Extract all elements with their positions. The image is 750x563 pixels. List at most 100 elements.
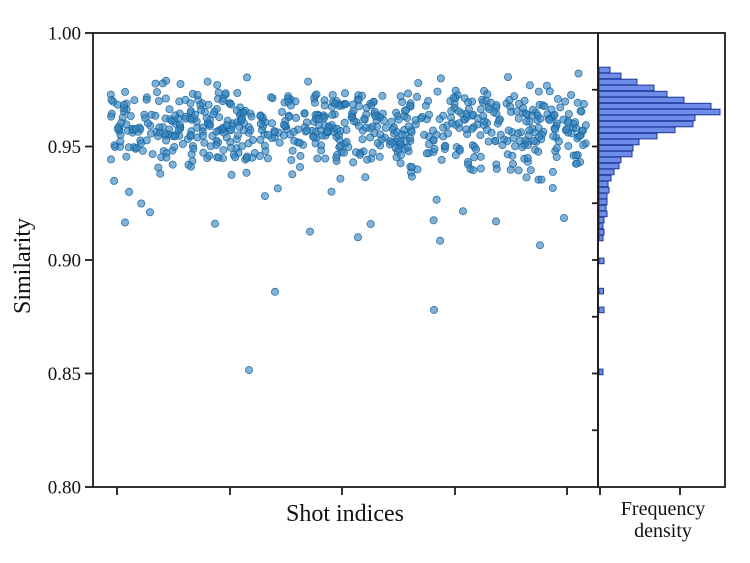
scatter-point — [523, 153, 532, 162]
scatter-point — [161, 94, 170, 103]
scatter-point — [476, 131, 485, 140]
scatter-point — [486, 98, 495, 107]
scatter-point — [548, 167, 557, 176]
scatter-point — [485, 105, 494, 114]
scatter-point — [248, 153, 257, 162]
scatter-point — [379, 116, 388, 125]
hist-bar — [598, 120, 694, 128]
scatter-point — [508, 151, 517, 160]
scatter-point — [555, 137, 564, 146]
scatter-point — [248, 135, 257, 144]
scatter-point — [151, 111, 160, 120]
scatter-point — [361, 173, 370, 182]
scatter-point — [205, 120, 214, 129]
hist-bar — [598, 216, 605, 224]
scatter-point — [214, 153, 223, 162]
scatter-point — [141, 114, 150, 123]
scatter-point — [137, 199, 146, 208]
scatter-point — [160, 129, 169, 138]
scatter-point — [168, 160, 177, 169]
scatter-point — [333, 124, 342, 133]
scatter-point — [327, 187, 336, 196]
scatter-point — [300, 109, 309, 118]
scatter-point — [525, 81, 534, 90]
scatter-point — [210, 219, 219, 228]
scatter-point — [304, 77, 313, 86]
scatter-point — [412, 92, 421, 101]
scatter-point — [476, 164, 485, 173]
scatter-point — [270, 128, 279, 137]
scatter-point — [484, 137, 493, 146]
scatter-point — [279, 121, 288, 130]
scatter-point — [387, 117, 396, 126]
scatter-point — [142, 95, 151, 104]
scatter-point — [339, 148, 348, 157]
scatter-point — [152, 88, 161, 97]
scatter-point — [504, 126, 513, 135]
scatter-point — [576, 107, 585, 116]
scatter-point — [237, 115, 246, 124]
scatter-point — [314, 115, 323, 124]
scatter-point — [270, 287, 279, 296]
scatter-point — [403, 143, 412, 152]
scatter-point — [441, 141, 450, 150]
scatter-point — [421, 101, 430, 110]
scatter-point — [260, 141, 269, 150]
scatter-point — [246, 126, 255, 135]
scatter-point — [526, 166, 535, 175]
scatter-point — [296, 151, 305, 160]
scatter-point — [537, 175, 546, 184]
scatter-point — [212, 141, 221, 150]
scatter-point — [263, 130, 272, 139]
y-tick-label: 0.95 — [48, 137, 81, 158]
scatter-point — [247, 112, 256, 121]
scatter-point — [411, 116, 420, 125]
scatter-point — [210, 107, 219, 116]
scatter-point — [313, 154, 322, 163]
scatter-point — [424, 140, 433, 149]
scatter-point — [424, 110, 433, 119]
scatter-point — [381, 123, 390, 132]
scatter-point — [295, 162, 304, 171]
scatter-point — [113, 124, 122, 133]
scatter-point — [358, 135, 367, 144]
scatter-point — [213, 81, 222, 90]
scatter-point — [146, 129, 155, 138]
scatter-point — [130, 96, 139, 105]
scatter-point — [328, 91, 337, 100]
scatter-point — [376, 130, 385, 139]
scatter-point — [303, 126, 312, 135]
scatter-point — [192, 117, 201, 126]
scatter-point — [191, 110, 200, 119]
scatter-point — [433, 87, 442, 96]
scatter-point — [491, 217, 500, 226]
scatter-point — [288, 170, 297, 179]
scatter-point — [176, 80, 185, 89]
y-tick-label: 0.80 — [48, 478, 81, 499]
hist-bar — [598, 150, 633, 158]
scatter-point — [203, 77, 212, 86]
scatter-point — [155, 123, 164, 132]
scatter-point — [402, 113, 411, 122]
scatter-point — [534, 123, 543, 132]
scatter-point — [429, 216, 438, 225]
scatter-point — [436, 236, 445, 245]
hist-bar — [598, 84, 655, 92]
scatter-point — [266, 93, 275, 102]
y-axis-title: Similarity — [10, 218, 36, 314]
scatter-point — [362, 103, 371, 112]
scatter-point — [233, 131, 242, 140]
scatter-point — [323, 127, 332, 136]
scatter-point — [151, 79, 160, 88]
scatter-point — [542, 81, 551, 90]
scatter-point — [227, 100, 236, 109]
scatter-point — [124, 143, 133, 152]
scatter-point — [309, 133, 318, 142]
scatter-point — [396, 151, 405, 160]
scatter-point — [136, 139, 145, 148]
scatter-point — [226, 143, 235, 152]
scatter-point — [237, 142, 246, 151]
scatter-point — [371, 112, 380, 121]
scatter-point — [522, 117, 531, 126]
